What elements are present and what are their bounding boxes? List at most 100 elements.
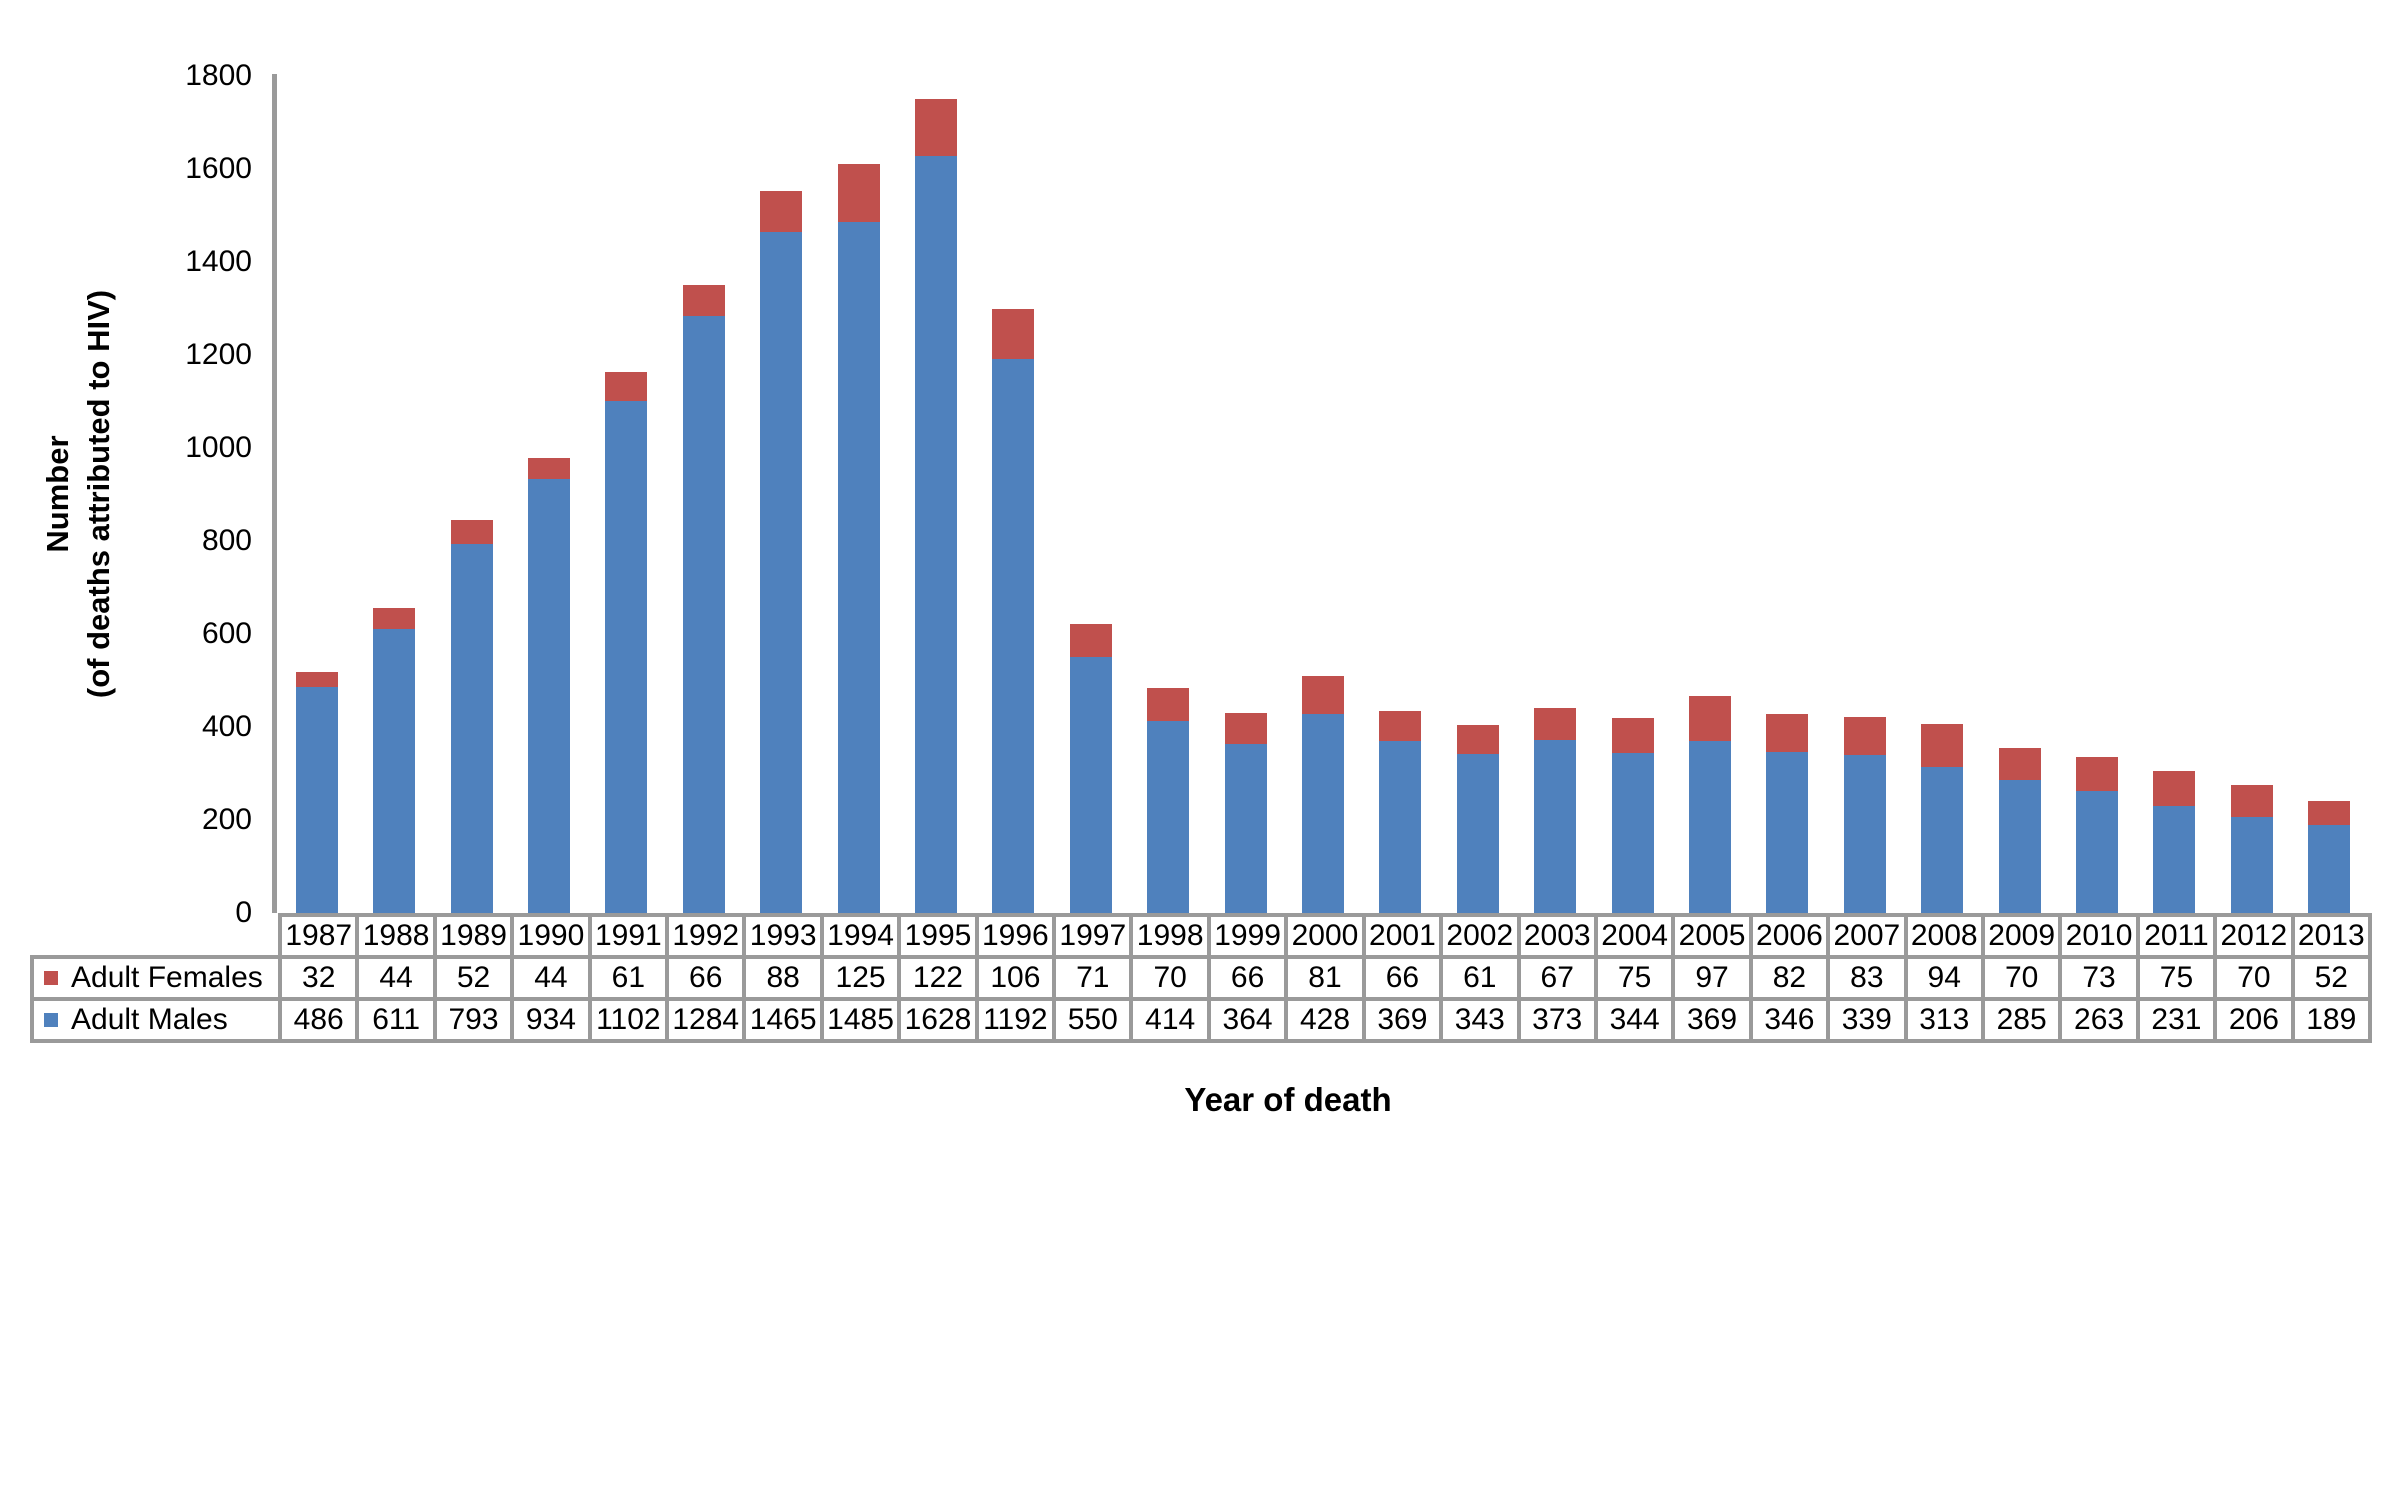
y-tick-label-600: 600	[201, 617, 252, 650]
year-header-cell-1991: 1991	[587, 913, 670, 959]
bar-segment-1989-adult-females	[450, 520, 493, 545]
year-header-cell-1992: 1992	[665, 913, 747, 959]
bar-segment-1995-adult-females	[914, 99, 957, 156]
year-header-cell-1987: 1987	[277, 913, 360, 959]
value-cell-adult-males-2002: 343	[1439, 997, 1521, 1043]
bar-segment-1992-adult-males	[682, 315, 725, 913]
year-header-cell-2005: 2005	[1671, 913, 1753, 959]
bar-segment-1994-adult-females	[837, 164, 880, 223]
value-cell-adult-males-1988: 611	[355, 997, 437, 1043]
value-cell-adult-females-1993: 88	[742, 955, 824, 1001]
bar-segment-1997-adult-males	[1069, 657, 1112, 913]
value-cell-adult-females-2008: 94	[1903, 955, 1985, 1001]
y-axis-line	[272, 74, 277, 913]
value-cell-adult-males-1992: 1284	[665, 997, 747, 1043]
value-cell-adult-males-1996: 1192	[974, 997, 1057, 1043]
bar-segment-2003-adult-females	[1534, 708, 1577, 740]
value-cell-adult-males-1991: 1102	[587, 997, 670, 1043]
bar-segment-2007-adult-females	[1843, 716, 1886, 756]
bar-segment-2012-adult-males	[2230, 817, 2273, 913]
value-cell-adult-males-1990: 934	[510, 997, 592, 1043]
bar-segment-1991-adult-females	[605, 372, 648, 401]
value-cell-adult-females-2001: 66	[1361, 955, 1444, 1001]
value-cell-adult-females-1994: 125	[819, 955, 902, 1001]
value-cell-adult-females-2005: 97	[1671, 955, 1753, 1001]
bar-segment-2011-adult-females	[2153, 770, 2196, 806]
legend-cell-adult-females: Adult Females	[30, 955, 282, 1001]
year-header-cell-1990: 1990	[510, 913, 592, 959]
year-header-cell-2011: 2011	[2135, 913, 2218, 959]
value-cell-adult-males-2007: 339	[1826, 997, 1908, 1043]
bar-segment-2000-adult-females	[1302, 676, 1344, 714]
year-header-cell-1997: 1997	[1052, 913, 1134, 959]
legend-label-adult-males: Adult Males	[71, 1003, 228, 1036]
value-cell-adult-males-1987: 486	[277, 997, 360, 1043]
value-cell-adult-males-2000: 428	[1284, 997, 1366, 1043]
value-cell-adult-females-2012: 70	[2213, 955, 2295, 1001]
legend-marker-icon-adult-females	[44, 971, 58, 985]
bar-segment-1997-adult-females	[1069, 624, 1112, 658]
y-tick-label-1400: 1400	[185, 245, 252, 278]
value-cell-adult-males-2008: 313	[1903, 997, 1985, 1043]
value-cell-adult-females-2013: 52	[2290, 955, 2372, 1001]
bar-segment-2004-adult-males	[1611, 753, 1654, 913]
year-header-cell-2008: 2008	[1903, 913, 1985, 959]
value-cell-adult-males-1998: 414	[1129, 997, 1211, 1043]
bar-segment-2006-adult-males	[1766, 752, 1809, 913]
value-cell-adult-females-1989: 52	[432, 955, 515, 1001]
bar-segment-1990-adult-males	[527, 478, 570, 913]
year-header-cell-2009: 2009	[1980, 913, 2063, 959]
value-cell-adult-females-1990: 44	[510, 955, 592, 1001]
bar-segment-1995-adult-males	[914, 155, 957, 913]
bar-segment-2009-adult-males	[1998, 780, 2041, 913]
y-axis-title-line1: Number	[39, 435, 75, 553]
bar-segment-2010-adult-males	[2076, 790, 2119, 913]
bar-segment-2006-adult-females	[1766, 714, 1809, 753]
year-header-cell-2010: 2010	[2058, 913, 2140, 959]
year-header-cell-2000: 2000	[1284, 913, 1366, 959]
bar-segment-2003-adult-males	[1534, 739, 1577, 913]
value-cell-adult-females-1991: 61	[587, 955, 670, 1001]
year-header-cell-1988: 1988	[355, 913, 437, 959]
value-cell-adult-females-1988: 44	[355, 955, 437, 1001]
table-year-row: 1987 1988 1989 1990 1991 1992 1993 1994 1995 1996…	[32, 913, 2372, 959]
value-cell-adult-males-1989: 793	[432, 997, 515, 1043]
value-cell-adult-females-1992: 66	[665, 955, 747, 1001]
value-cell-adult-females-2002: 61	[1439, 955, 1521, 1001]
bar-segment-1994-adult-males	[837, 222, 880, 913]
bar-segment-1987-adult-males	[295, 687, 338, 913]
bar-segment-2002-adult-females	[1456, 725, 1499, 754]
bar-segment-2011-adult-males	[2153, 805, 2196, 913]
year-header-cell-1989: 1989	[432, 913, 515, 959]
year-header-cell-1999: 1999	[1206, 913, 1289, 959]
value-cell-adult-females-2003: 67	[1516, 955, 1598, 1001]
bar-segment-2012-adult-females	[2230, 784, 2273, 818]
value-cell-adult-males-1997: 550	[1052, 997, 1134, 1043]
bar-segment-1996-adult-females	[992, 309, 1035, 359]
value-cell-adult-females-2007: 83	[1826, 955, 1908, 1001]
bar-segment-2013-adult-males	[2308, 825, 2351, 913]
x-axis-title: Year of death	[1184, 1081, 1392, 1118]
value-cell-adult-males-1995: 1628	[897, 997, 979, 1043]
value-cell-adult-females-2010: 73	[2058, 955, 2140, 1001]
year-header-cell-2002: 2002	[1439, 913, 1521, 959]
bar-segment-2007-adult-males	[1843, 755, 1886, 913]
year-header-cell-1994: 1994	[819, 913, 902, 959]
value-cell-adult-males-1994: 1485	[819, 997, 902, 1043]
bar-segment-2001-adult-females	[1379, 710, 1422, 742]
table-corner-blank	[32, 915, 280, 957]
bar-segment-1992-adult-females	[682, 285, 725, 316]
bar-segment-1998-adult-females	[1147, 687, 1190, 721]
bar-segment-2001-adult-males	[1379, 741, 1422, 913]
year-header-cell-2012: 2012	[2213, 913, 2295, 959]
bar-segment-1990-adult-females	[527, 458, 570, 479]
bar-segment-2008-adult-males	[1921, 767, 1964, 913]
data-table-with-legend: 1987 1988 1989 1990 1991 1992 1993 1994 1995 1996…	[30, 913, 2372, 1043]
value-cell-adult-males-2006: 346	[1748, 997, 1831, 1043]
year-header-cell-2003: 2003	[1516, 913, 1598, 959]
value-cell-adult-males-2013: 189	[2290, 997, 2372, 1043]
value-cell-adult-females-1995: 122	[897, 955, 979, 1001]
year-header-cell-2001: 2001	[1361, 913, 1444, 959]
bar-segment-2013-adult-females	[2308, 800, 2351, 826]
